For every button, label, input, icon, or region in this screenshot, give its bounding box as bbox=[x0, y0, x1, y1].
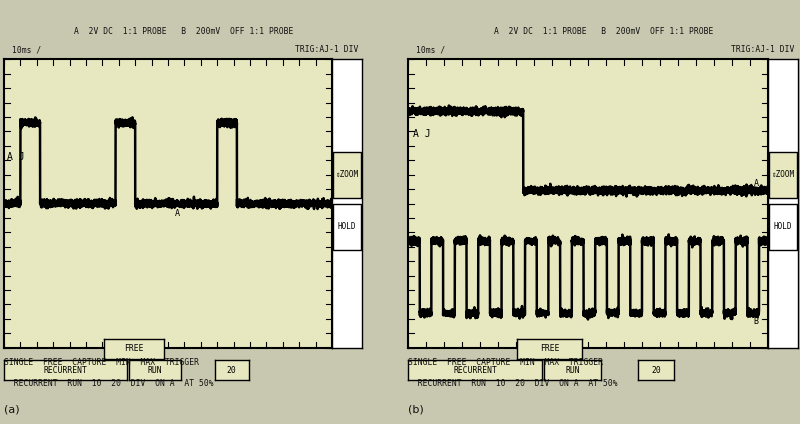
Text: RECURRENT  RUN  10  20  DIV  ON A  AT 50%: RECURRENT RUN 10 20 DIV ON A AT 50% bbox=[4, 379, 214, 388]
Text: RECURRENT  RUN  10  20  DIV  ON A  AT 50%: RECURRENT RUN 10 20 DIV ON A AT 50% bbox=[408, 379, 618, 388]
Text: FREE: FREE bbox=[125, 344, 144, 354]
Text: 10ms /: 10ms / bbox=[416, 45, 446, 54]
Text: 20: 20 bbox=[651, 365, 661, 375]
Text: B: B bbox=[754, 317, 758, 326]
Text: 10ms /: 10ms / bbox=[12, 45, 42, 54]
Text: RUN: RUN bbox=[148, 365, 162, 375]
Bar bbox=[770, 204, 797, 250]
Text: A: A bbox=[754, 179, 758, 188]
Text: TRIG:AJ-1 DIV: TRIG:AJ-1 DIV bbox=[295, 45, 358, 54]
Text: A J: A J bbox=[414, 129, 431, 139]
Text: HOLD: HOLD bbox=[338, 222, 357, 231]
Text: HOLD: HOLD bbox=[774, 222, 793, 231]
Bar bbox=[770, 152, 797, 198]
Text: SINGLE  FREE  CAPTURE  MIN  MAX  TRIGGER: SINGLE FREE CAPTURE MIN MAX TRIGGER bbox=[4, 358, 199, 367]
Text: A  2V DC  1:1 PROBE   B  200mV  OFF 1:1 PROBE: A 2V DC 1:1 PROBE B 200mV OFF 1:1 PROBE bbox=[494, 27, 713, 36]
Text: (a): (a) bbox=[4, 405, 20, 415]
Text: TRIG:AJ-1 DIV: TRIG:AJ-1 DIV bbox=[731, 45, 794, 54]
Text: A: A bbox=[174, 209, 179, 218]
Text: ⇕ZOOM: ⇕ZOOM bbox=[772, 170, 794, 179]
Text: RECURRENT: RECURRENT bbox=[454, 365, 497, 375]
Bar bbox=[334, 204, 361, 250]
Bar bbox=[334, 152, 361, 198]
Text: (b): (b) bbox=[408, 405, 424, 415]
Text: FREE: FREE bbox=[540, 344, 559, 354]
Text: A J: A J bbox=[7, 152, 25, 162]
Text: A  2V DC  1:1 PROBE   B  200mV  OFF 1:1 PROBE: A 2V DC 1:1 PROBE B 200mV OFF 1:1 PROBE bbox=[74, 27, 293, 36]
Text: RUN: RUN bbox=[565, 365, 580, 375]
Text: 20: 20 bbox=[227, 365, 237, 375]
Text: RECURRENT: RECURRENT bbox=[44, 365, 88, 375]
Text: ⇕ZOOM: ⇕ZOOM bbox=[336, 170, 358, 179]
Text: SINGLE  FREE  CAPTURE  MIN  MAX  TRIGGER: SINGLE FREE CAPTURE MIN MAX TRIGGER bbox=[408, 358, 603, 367]
